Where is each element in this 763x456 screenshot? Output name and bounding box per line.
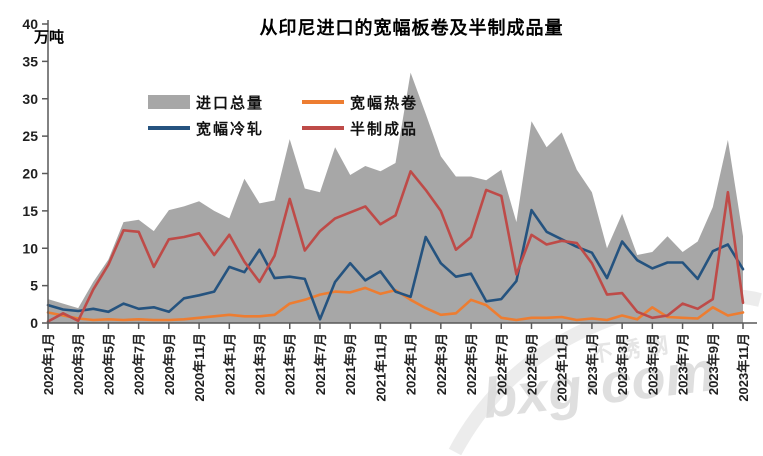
legend-swatch-hot-rolled-coil — [302, 100, 344, 104]
legend-item-semi-finished: 半制成品 — [302, 119, 452, 138]
x-tick-label: 2020年1月 — [41, 333, 56, 395]
x-tick-label: 2023年9月 — [706, 333, 721, 395]
y-axis-unit-label: 万吨 — [34, 29, 65, 46]
x-tick-label: 2021年1月 — [222, 333, 237, 395]
x-tick-label: 2023年1月 — [585, 333, 600, 395]
series-line-cold-rolled — [46, 208, 745, 321]
x-tick-label: 2022年9月 — [524, 333, 539, 395]
legend-label-total-imports: 进口总量 — [196, 94, 265, 112]
legend: 进口总量 宽幅热卷宽幅冷轧 半制成品 — [148, 93, 452, 138]
x-tick-label: 2021年11月 — [373, 333, 388, 402]
x-tick-label: 2022年3月 — [434, 333, 449, 395]
y-tick-label: 25 — [22, 128, 38, 144]
x-tick-label: 2023年5月 — [645, 333, 660, 395]
legend-item-cold-rolled: 宽幅冷轧 — [148, 119, 298, 138]
legend-label-semi-finished: 半制成品 — [350, 120, 419, 138]
x-tick-label: 2022年1月 — [404, 333, 419, 395]
y-tick-label: 40 — [22, 16, 38, 32]
chart-title: 从印尼进口的宽幅板卷及半制成品量 — [259, 18, 564, 38]
x-tick-label: 2022年5月 — [464, 333, 479, 395]
legend-swatch-total-imports — [148, 95, 190, 109]
legend-label-cold-rolled: 宽幅冷轧 — [196, 120, 265, 138]
x-tick-label: 2021年7月 — [313, 333, 328, 395]
x-tick-label: 2021年9月 — [343, 333, 358, 395]
x-tick-label: 2020年3月 — [71, 333, 86, 395]
y-tick-label: 30 — [22, 91, 38, 107]
y-tick-label: 35 — [22, 53, 38, 69]
x-tick-label: 2023年3月 — [615, 333, 630, 395]
x-tick-label: 2023年7月 — [676, 333, 691, 395]
x-tick-label: 2023年11月 — [736, 333, 751, 402]
x-tick-label: 2022年11月 — [555, 333, 570, 402]
x-tick-label: 2020年9月 — [162, 333, 177, 395]
legend-label-hot-rolled-coil: 宽幅热卷 — [350, 94, 419, 112]
legend-item-total-imports: 进口总量 — [148, 93, 298, 112]
x-tick-label: 2021年3月 — [253, 333, 268, 395]
legend-swatch-cold-rolled — [148, 126, 190, 130]
y-tick-label: 20 — [22, 166, 38, 182]
legend-swatch-semi-finished — [302, 126, 344, 130]
series-line-semi-finished — [46, 170, 745, 323]
y-tick-label: 10 — [22, 240, 38, 256]
x-tick-label: 2020年7月 — [132, 333, 147, 395]
x-tick-label: 2020年11月 — [192, 333, 207, 402]
legend-item-hot-rolled-coil: 宽幅热卷 — [302, 93, 452, 112]
x-tick-label: 2021年5月 — [283, 333, 298, 395]
x-tick-label: 2022年7月 — [494, 333, 509, 395]
x-tick-label: 2020年5月 — [101, 333, 116, 395]
y-tick-label: 15 — [22, 203, 38, 219]
y-tick-label: 5 — [30, 278, 38, 294]
y-tick-label: 0 — [30, 315, 38, 331]
series-area-total-imports — [48, 72, 743, 323]
